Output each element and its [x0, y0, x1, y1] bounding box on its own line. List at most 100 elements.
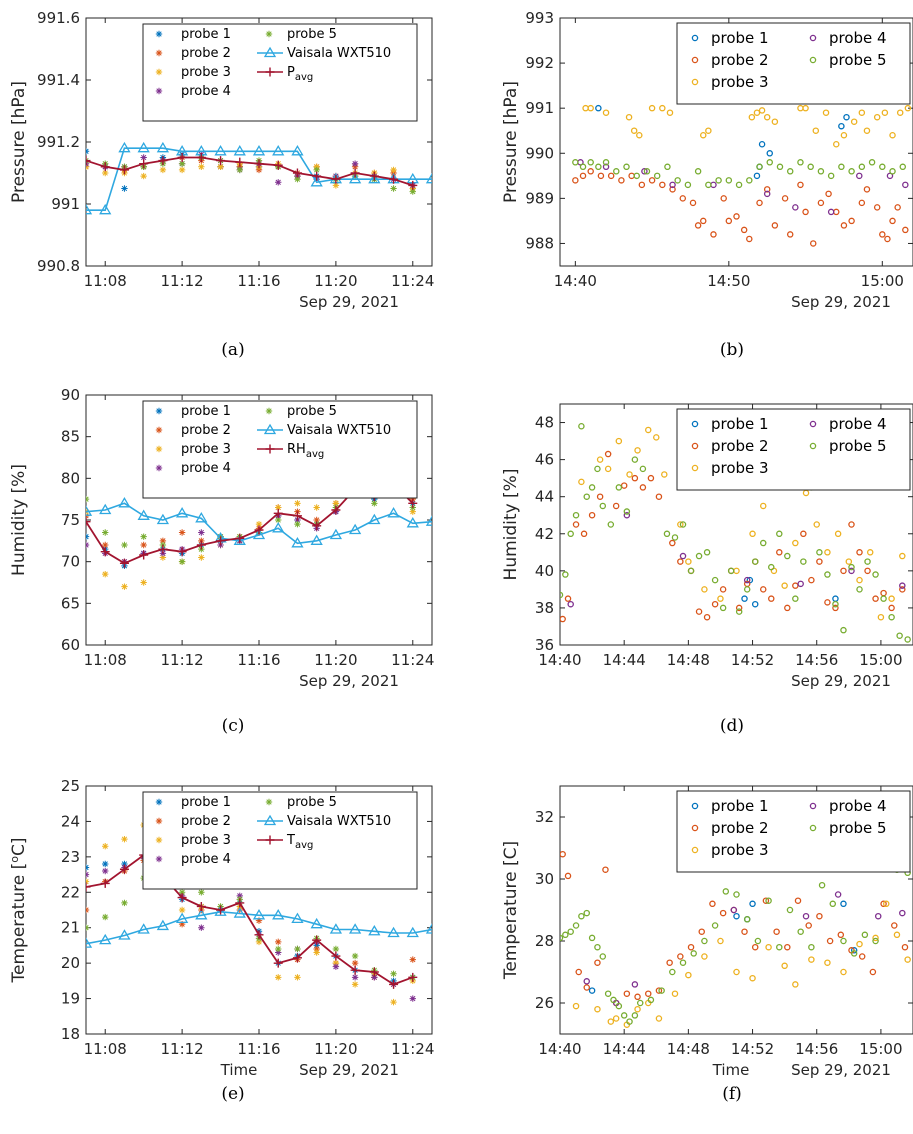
- data-point: [588, 934, 596, 942]
- data-point: [86, 156, 91, 166]
- data-point: [824, 959, 831, 966]
- data-point: [894, 204, 901, 211]
- data-point: [679, 552, 687, 560]
- legend-marker: [265, 67, 275, 77]
- data-point: [156, 513, 170, 525]
- data-point: [899, 909, 906, 917]
- data-point: [800, 558, 807, 565]
- data-point: [679, 959, 687, 966]
- data-point: [861, 931, 869, 939]
- data-point: [848, 168, 855, 175]
- data-point: [623, 511, 631, 519]
- data-point: [899, 552, 906, 560]
- data-point: [639, 465, 647, 473]
- data-point: [647, 996, 655, 1004]
- legend-marker: [155, 407, 163, 415]
- data-point: [177, 893, 187, 903]
- data-point: [873, 204, 881, 211]
- legend-label: probe 1: [181, 27, 231, 42]
- data-point: [659, 181, 666, 189]
- legend-label: probe 5: [829, 51, 887, 69]
- legend-label: probe 2: [181, 814, 231, 829]
- legend-marker: [265, 407, 273, 415]
- x-tick-label: 14:40: [538, 651, 581, 669]
- data-point: [781, 582, 788, 589]
- legend-label: probe 2: [711, 437, 769, 455]
- y-tick-label: 19: [61, 990, 80, 1008]
- y-tick-label: 993: [525, 9, 554, 27]
- data-point: [786, 168, 794, 175]
- legend-label: probe 3: [711, 73, 769, 91]
- data-point: [797, 159, 804, 166]
- data-point: [758, 107, 766, 114]
- data-point: [838, 163, 845, 171]
- legend: probe 1 probe 2 probe 3 probe 4 probe 5: [676, 790, 911, 873]
- data-point: [888, 604, 895, 612]
- data-point: [699, 131, 707, 139]
- data-point: [754, 937, 762, 945]
- panel-e: 18 19 20 21 22 23 24 25 11:08 11:12 11:16 11:20 11:2…: [8, 777, 434, 1104]
- data-point: [292, 168, 302, 178]
- data-point: [877, 613, 885, 621]
- data-point: [827, 208, 835, 216]
- data-point: [902, 226, 909, 234]
- data-point: [705, 127, 712, 134]
- data-point: [178, 558, 186, 565]
- data-point: [389, 979, 399, 989]
- data-point: [351, 160, 359, 167]
- data-point: [749, 900, 756, 908]
- data-point: [387, 926, 400, 938]
- data-point: [759, 502, 767, 510]
- data-point: [313, 949, 320, 956]
- y-tick-label: 991: [525, 99, 554, 117]
- legend: probe 1 probe 2 probe 3 probe 4 probe 5 Vaisa…: [142, 400, 418, 499]
- panel-caption: (f): [722, 1084, 742, 1104]
- data-point: [771, 222, 779, 229]
- data-point: [896, 632, 903, 639]
- data-point: [863, 186, 871, 193]
- data-point: [669, 181, 676, 189]
- data-point: [832, 600, 839, 608]
- x-tick-label: 14:40: [538, 1040, 581, 1058]
- data-point: [86, 937, 93, 948]
- data-point: [741, 928, 748, 935]
- data-point: [808, 956, 815, 963]
- data-point: [291, 537, 304, 548]
- data-point: [597, 172, 605, 180]
- y-axis-label: Humidity [%]: [501, 469, 521, 581]
- data-point: [833, 208, 840, 216]
- legend-label: probe 1: [181, 795, 231, 810]
- data-point: [121, 583, 128, 590]
- data-point: [677, 521, 684, 528]
- data-point: [802, 208, 809, 216]
- data-point: [816, 549, 823, 556]
- legend-marker: [809, 56, 817, 64]
- data-point: [137, 923, 150, 934]
- y-tick-label: 23: [61, 848, 80, 866]
- data-point: [719, 586, 727, 593]
- data-point: [604, 450, 612, 458]
- data-point: [719, 604, 727, 612]
- data-point: [119, 165, 129, 175]
- data-point: [880, 900, 887, 908]
- data-point: [719, 909, 727, 917]
- data-point: [762, 897, 770, 904]
- legend-label: probe 4: [181, 461, 231, 476]
- data-point: [751, 943, 759, 951]
- data-point: [797, 104, 804, 112]
- data-point: [390, 185, 397, 192]
- data-point: [313, 166, 320, 174]
- data-point: [615, 437, 623, 445]
- data-point: [312, 171, 322, 181]
- data-point: [671, 990, 679, 997]
- data-point: [175, 507, 189, 518]
- data-point: [753, 109, 761, 116]
- y-tick-label: 990: [525, 144, 554, 162]
- data-point: [158, 156, 168, 166]
- data-point: [409, 188, 416, 195]
- data-point: [102, 570, 109, 578]
- data-point: [572, 922, 580, 929]
- axes-box: [559, 785, 913, 1035]
- data-point: [766, 159, 774, 166]
- y-axis-label: Temperature [C]: [501, 841, 521, 980]
